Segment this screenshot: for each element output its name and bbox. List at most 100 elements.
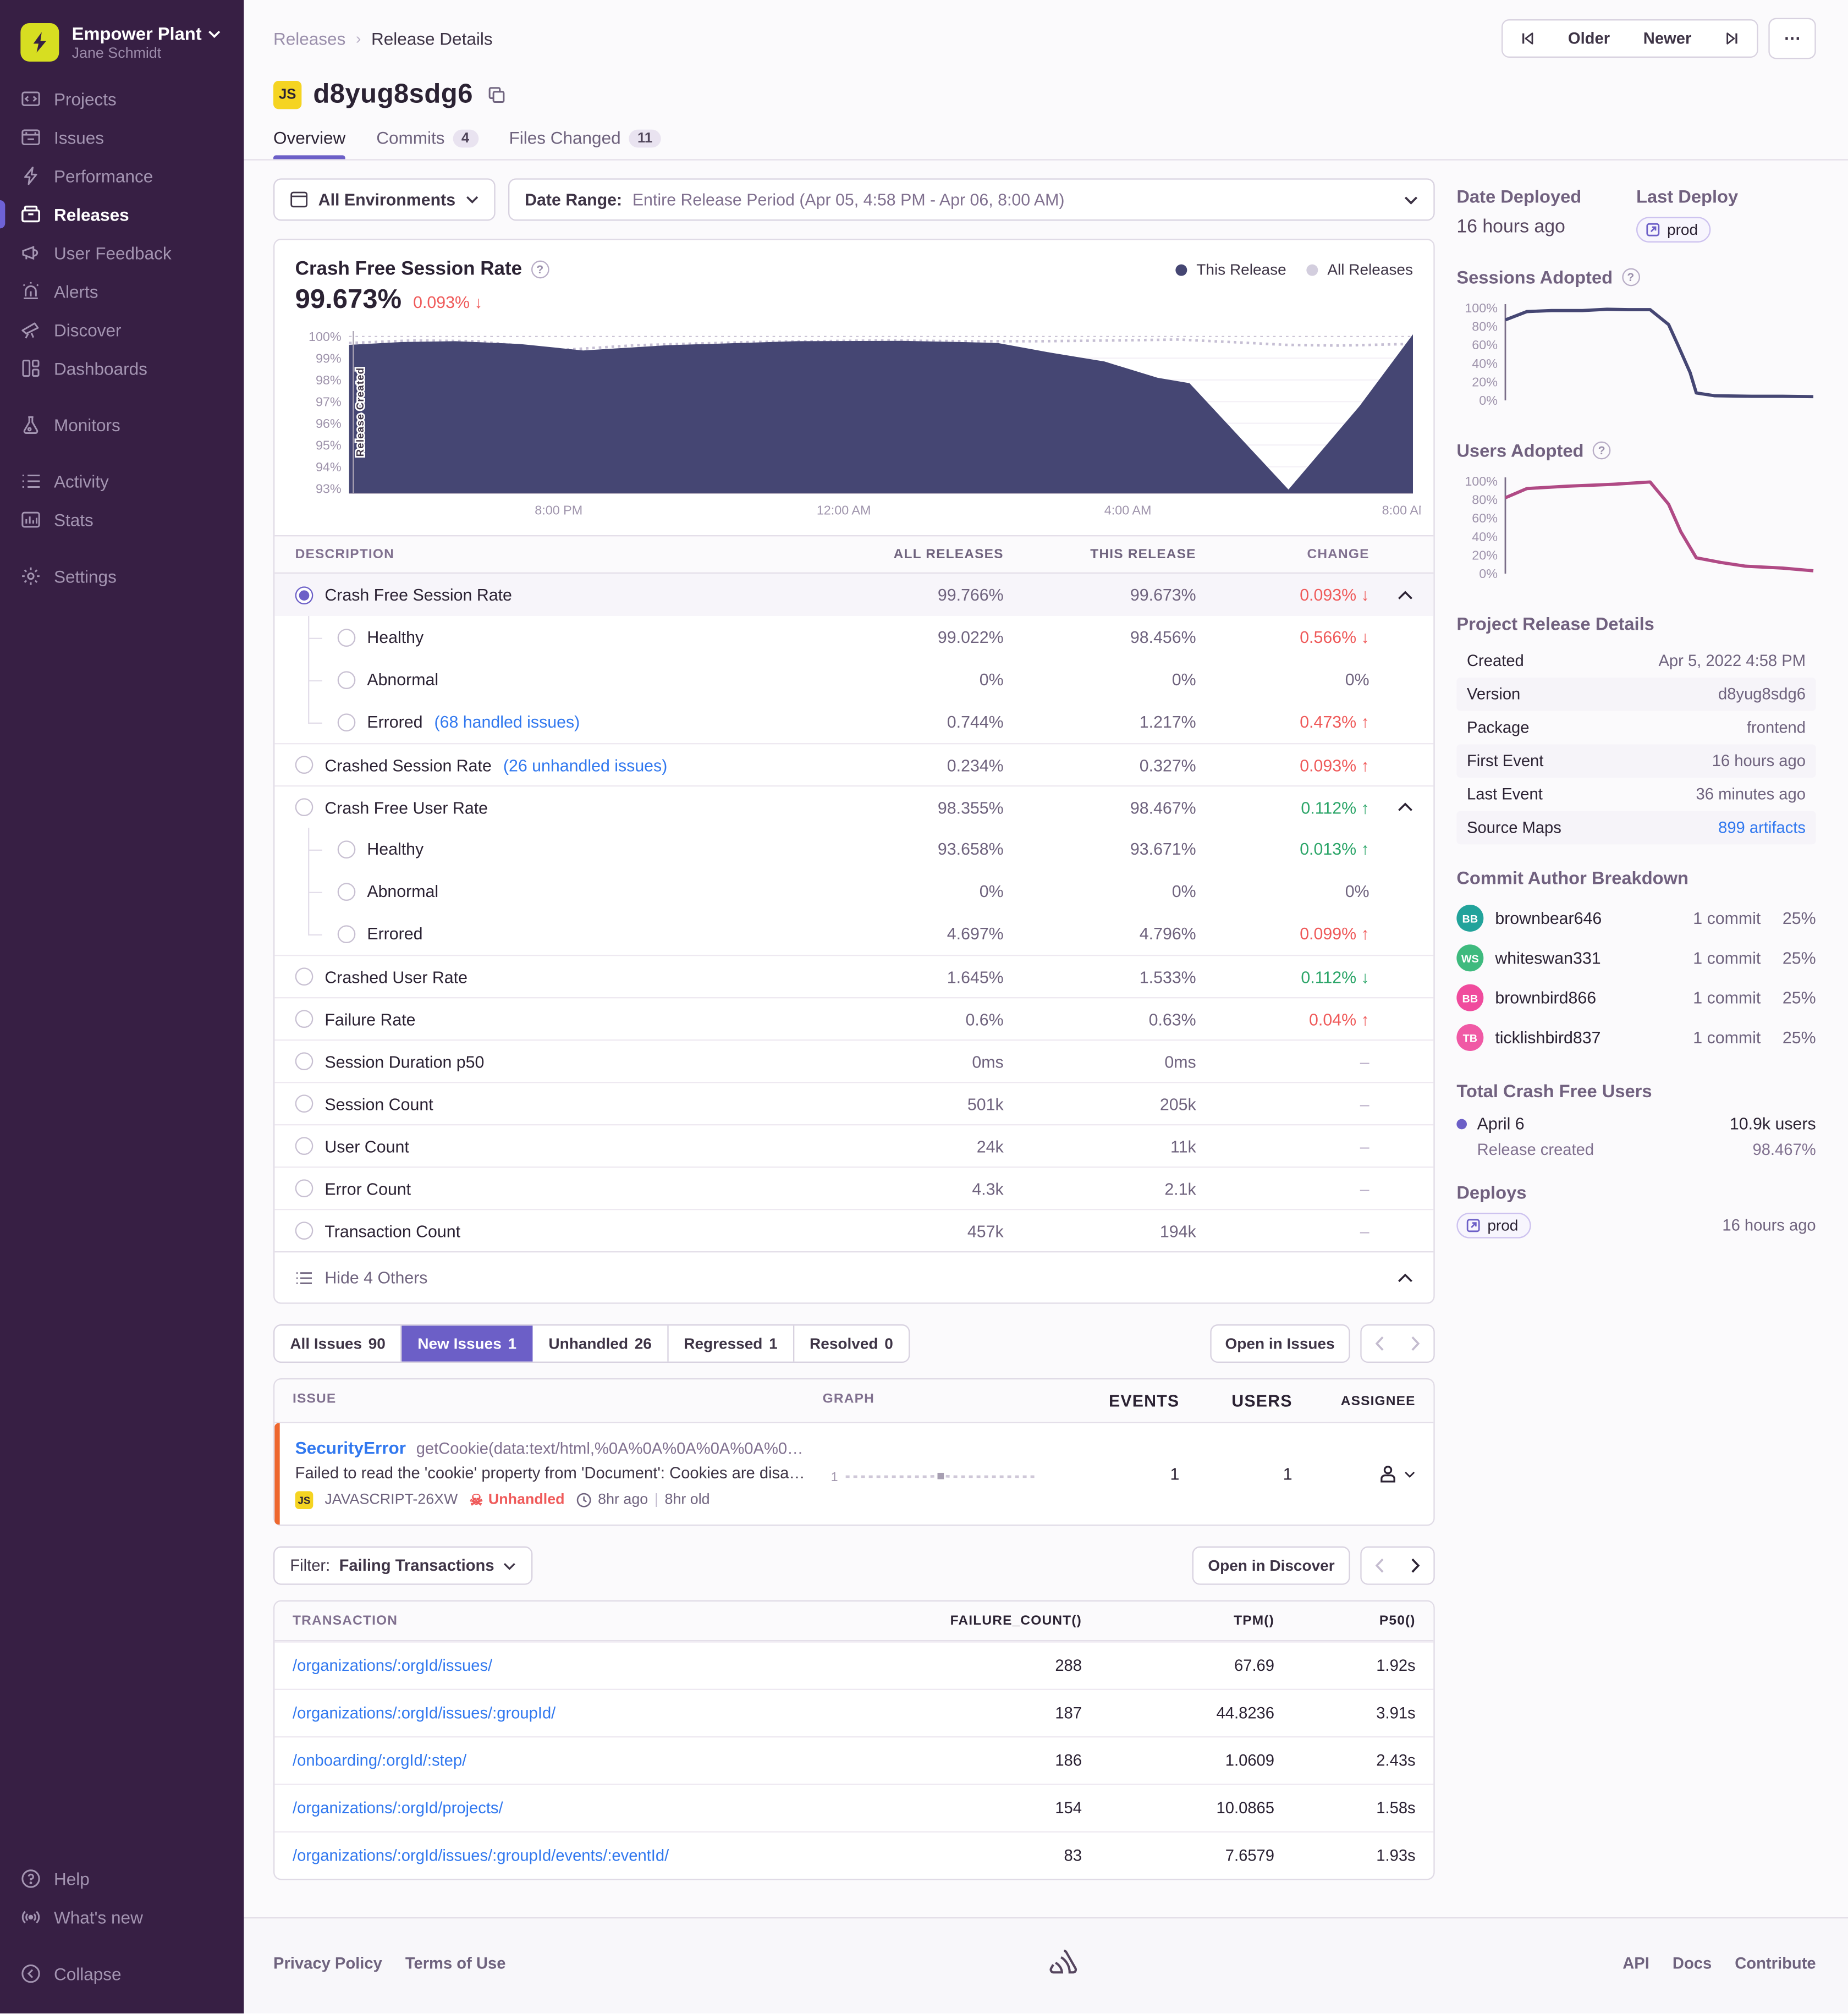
radio[interactable]	[295, 798, 314, 816]
tab-overview[interactable]: Overview	[273, 128, 346, 159]
transaction-link[interactable]: /organizations/:orgId/issues/	[292, 1657, 493, 1675]
radio[interactable]	[337, 925, 356, 943]
artifacts-link[interactable]: 899 artifacts	[1718, 818, 1806, 837]
metric-row-errored-sessions[interactable]: Errored (68 handled issues) 0.744% 1.217% …	[274, 700, 1433, 743]
chevron-up-icon[interactable]	[1398, 1272, 1413, 1283]
radio[interactable]	[295, 756, 314, 774]
tab-regressed[interactable]: Regressed 1	[668, 1325, 795, 1362]
metric-row-crashed-user-rate[interactable]: Crashed User Rate 1.645% 1.533% 0.112% ↓	[274, 954, 1434, 997]
prev-page-button[interactable]	[1361, 1547, 1398, 1584]
help-circle-icon[interactable]: ?	[1592, 441, 1611, 460]
more-actions-button[interactable]: ⋯	[1768, 18, 1816, 59]
newest-button[interactable]	[1708, 20, 1757, 57]
next-page-button[interactable]	[1397, 1547, 1434, 1584]
metric-row-abnormal-users[interactable]: Abnormal 0% 0% 0%	[274, 870, 1433, 912]
sidebar-item-user-feedback[interactable]: User Feedback	[0, 234, 244, 272]
sidebar-item-discover[interactable]: Discover	[0, 311, 244, 349]
transaction-link[interactable]: /organizations/:orgId/issues/:groupId/ev…	[292, 1846, 669, 1865]
transaction-row[interactable]: /organizations/:orgId/projects/ 154 10.0…	[274, 1784, 1434, 1831]
metric-row-session-duration-p50[interactable]: Session Duration p50 0ms 0ms –	[274, 1039, 1434, 1082]
prod-deploy-pill[interactable]: prod	[1456, 1212, 1531, 1239]
sidebar-item-performance[interactable]: Performance	[0, 157, 244, 195]
tab-new-issues[interactable]: New Issues 1	[402, 1325, 534, 1362]
metric-row-crash-free-session-rate[interactable]: Crash Free Session Rate 99.766% 99.673% 0…	[274, 573, 1434, 616]
sidebar-item-monitors[interactable]: Monitors	[0, 405, 244, 444]
legend-this-release[interactable]: This Release	[1175, 261, 1286, 278]
older-button[interactable]: Older	[1551, 20, 1627, 57]
sidebar-item-alerts[interactable]: Alerts	[0, 272, 244, 311]
contribute-link[interactable]: Contribute	[1735, 1954, 1816, 1973]
oldest-button[interactable]	[1502, 20, 1552, 57]
radio[interactable]	[295, 1010, 314, 1028]
tab-resolved[interactable]: Resolved 0	[810, 1334, 893, 1353]
handled-issues-link[interactable]: (68 handled issues)	[434, 712, 580, 731]
sidebar-item-help[interactable]: Help	[0, 1859, 244, 1898]
api-link[interactable]: API	[1623, 1954, 1649, 1973]
radio[interactable]	[337, 713, 356, 731]
sidebar-item-settings[interactable]: Settings	[0, 557, 244, 596]
unhandled-issues-link[interactable]: (26 unhandled issues)	[503, 755, 668, 775]
transaction-link[interactable]: /organizations/:orgId/projects/	[292, 1799, 503, 1817]
sidebar-item-issues[interactable]: Issues	[0, 118, 244, 157]
metric-row-abnormal-sessions[interactable]: Abnormal 0% 0% 0%	[274, 658, 1433, 701]
sidebar-item-activity[interactable]: Activity	[0, 462, 244, 500]
sidebar-item-projects[interactable]: Projects	[0, 80, 244, 118]
issue-title-link[interactable]: SecurityError	[295, 1438, 406, 1458]
radio[interactable]	[295, 1179, 314, 1197]
metric-row-transaction-count[interactable]: Transaction Count 457k 194k –	[274, 1208, 1434, 1251]
tab-commits[interactable]: Commits 4	[376, 128, 479, 159]
prev-page-button[interactable]	[1361, 1325, 1398, 1362]
sidebar-item-stats[interactable]: Stats	[0, 500, 244, 539]
sidebar-item-releases[interactable]: Releases	[0, 195, 244, 234]
open-in-issues-button[interactable]: Open in Issues	[1209, 1324, 1350, 1363]
radio[interactable]	[295, 1052, 314, 1070]
radio[interactable]	[337, 882, 356, 900]
help-circle-icon[interactable]: ?	[531, 260, 549, 278]
terms-of-use-link[interactable]: Terms of Use	[405, 1954, 506, 1973]
open-in-discover-button[interactable]: Open in Discover	[1192, 1546, 1350, 1585]
date-range-selector[interactable]: Date Range: Entire Release Period (Apr 0…	[508, 178, 1435, 221]
transaction-link[interactable]: /organizations/:orgId/issues/:groupId/	[292, 1704, 556, 1723]
docs-link[interactable]: Docs	[1672, 1954, 1712, 1973]
metric-row-failure-rate[interactable]: Failure Rate 0.6% 0.63% 0.04% ↑	[274, 997, 1434, 1039]
metric-row-user-count[interactable]: User Count 24k 11k –	[274, 1124, 1434, 1166]
transaction-row[interactable]: /organizations/:orgId/issues/:groupId/ 1…	[274, 1688, 1434, 1736]
next-page-button[interactable]	[1397, 1325, 1434, 1362]
radio[interactable]	[337, 840, 356, 858]
transaction-row[interactable]: /onboarding/:orgId/:step/ 186 1.0609 2.4…	[274, 1736, 1434, 1784]
prod-deploy-pill[interactable]: prod	[1636, 217, 1711, 243]
metric-row-crashed-session-rate[interactable]: Crashed Session Rate (26 unhandled issues…	[274, 742, 1434, 785]
radio[interactable]	[337, 670, 356, 689]
issue-row[interactable]: SecurityError getCookie(data:text/html,%…	[274, 1423, 1433, 1525]
org-switcher[interactable]: Empower Plant Jane Schmidt	[0, 18, 244, 80]
metric-row-errored-users[interactable]: Errored 4.697% 4.796% 0.099% ↑	[274, 912, 1433, 955]
radio[interactable]	[295, 1137, 314, 1155]
sidebar-item-collapse[interactable]: Collapse	[0, 1955, 244, 1993]
tab-all-issues[interactable]: All Issues 90	[274, 1325, 403, 1362]
sidebar-item-whats-new[interactable]: What's new	[0, 1898, 244, 1936]
hide-others-toggle[interactable]: Hide 4 Others	[274, 1251, 1434, 1302]
privacy-policy-link[interactable]: Privacy Policy	[273, 1954, 382, 1973]
metric-row-healthy-users[interactable]: Healthy 93.658% 93.671% 0.013% ↑	[274, 827, 1433, 870]
radio[interactable]	[295, 1221, 314, 1240]
radio[interactable]	[295, 1094, 314, 1113]
transaction-link[interactable]: /onboarding/:orgId/:step/	[292, 1751, 467, 1770]
environment-selector[interactable]: All Environments	[273, 178, 496, 221]
radio[interactable]	[337, 628, 356, 646]
radio-selected[interactable]	[295, 586, 314, 604]
metric-row-crash-free-user-rate[interactable]: Crash Free User Rate 98.355% 98.467% 0.11…	[274, 785, 1434, 828]
transaction-row[interactable]: /organizations/:orgId/issues/:groupId/ev…	[274, 1831, 1434, 1879]
tab-unhandled[interactable]: Unhandled 26	[533, 1325, 669, 1362]
metric-row-healthy-sessions[interactable]: Healthy 99.022% 98.456% 0.566% ↓	[274, 615, 1433, 658]
radio[interactable]	[295, 967, 314, 986]
newer-button[interactable]: Newer	[1626, 20, 1708, 57]
tab-files-changed[interactable]: Files Changed 11	[509, 128, 662, 159]
assignee-dropdown[interactable]	[1292, 1463, 1416, 1485]
breadcrumb-releases[interactable]: Releases	[273, 29, 346, 48]
copy-icon[interactable]	[487, 86, 505, 104]
chevron-up-icon[interactable]	[1398, 802, 1413, 812]
metric-row-session-count[interactable]: Session Count 501k 205k –	[274, 1081, 1434, 1124]
chevron-up-icon[interactable]	[1398, 590, 1413, 600]
transaction-row[interactable]: /organizations/:orgId/issues/ 288 67.69 …	[274, 1641, 1434, 1688]
sidebar-item-dashboards[interactable]: Dashboards	[0, 349, 244, 388]
